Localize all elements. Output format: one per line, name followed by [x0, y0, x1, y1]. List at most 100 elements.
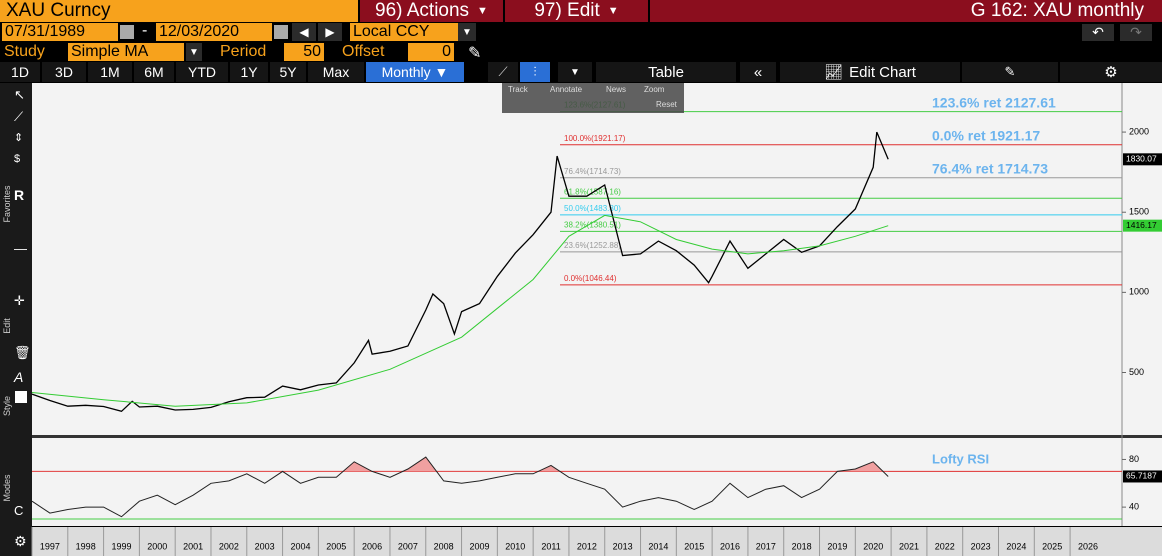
- period-button[interactable]: 1D: [0, 62, 40, 82]
- last-value-label: 1830.07: [1126, 154, 1157, 164]
- y-tick-label: 80: [1129, 454, 1139, 464]
- line-tool[interactable]: ⟋: [14, 109, 24, 124]
- last-value-box: [1123, 470, 1162, 483]
- dollar-tool[interactable]: $: [14, 153, 21, 165]
- bar-style-button[interactable]: ⫶: [520, 62, 550, 82]
- fib-label: 23.6%(1252.88): [564, 241, 621, 250]
- news-button[interactable]: News: [606, 85, 627, 94]
- series-line: [31, 131, 889, 413]
- line-style-button[interactable]: ⟋: [488, 62, 518, 82]
- x-tick-label: 2009: [469, 541, 489, 551]
- x-tick-label: 2003: [255, 541, 275, 551]
- retracement-tool[interactable]: R: [14, 187, 25, 203]
- pen-icon[interactable]: ✎: [468, 45, 482, 62]
- mode-tool[interactable]: C: [14, 503, 24, 518]
- study-select[interactable]: Simple MA: [68, 43, 184, 61]
- y-tick-label: 1500: [1129, 207, 1149, 217]
- trash-tool[interactable]: 🗑︎: [14, 345, 31, 360]
- x-tick-label: 2025: [1042, 541, 1062, 551]
- currency-select[interactable]: Local CCY: [350, 23, 458, 41]
- frequency-select[interactable]: Monthly ▼: [366, 62, 464, 82]
- y-tick-label: 2000: [1129, 126, 1149, 136]
- y-tick-label: 40: [1129, 501, 1139, 511]
- end-date[interactable]: 12/03/2020: [156, 23, 272, 41]
- last-value-box: [1123, 153, 1162, 166]
- text-tool[interactable]: A: [14, 369, 24, 385]
- period-button[interactable]: 6M: [134, 62, 174, 82]
- next-button[interactable]: ▶: [318, 23, 342, 41]
- offset-input[interactable]: 0: [408, 43, 454, 61]
- x-tick-label: 2015: [684, 541, 704, 551]
- draw-button[interactable]: ✎: [962, 62, 1058, 82]
- style-dropdown[interactable]: ▼: [558, 62, 592, 82]
- graph-title: G 162: XAU monthly: [650, 0, 1162, 22]
- annotation: 76.4% ret 1714.73: [932, 161, 1048, 177]
- x-tick-label: 2019: [827, 541, 847, 551]
- x-tick-label: 2002: [219, 541, 239, 551]
- edit-chart-button[interactable]: 📈︎ Edit Chart: [780, 62, 960, 82]
- settings-tool[interactable]: ⚙: [14, 533, 27, 549]
- x-tick-label: 2023: [971, 541, 991, 551]
- x-tick-label: 2001: [183, 541, 203, 551]
- last-value-label: 1416.17: [1126, 220, 1157, 230]
- period-button[interactable]: 1Y: [230, 62, 268, 82]
- period-button[interactable]: 3D: [42, 62, 86, 82]
- annotation: 0.0% ret 1921.17: [932, 127, 1040, 143]
- annotation: 123.6% ret 2127.61: [932, 94, 1056, 110]
- color-tool[interactable]: [15, 391, 27, 403]
- edit-menu[interactable]: 97) Edit ▼: [505, 0, 648, 22]
- y-tick-label: 500: [1129, 367, 1144, 377]
- edit-chart-label: Edit Chart: [849, 63, 916, 81]
- x-tick-label: 2006: [362, 541, 382, 551]
- prev-button[interactable]: ◀: [292, 23, 316, 41]
- horizontal-line-tool[interactable]: —: [14, 241, 27, 256]
- pointer-tool[interactable]: ↖: [14, 87, 25, 102]
- x-tick-label: 2013: [613, 541, 633, 551]
- redo-button[interactable]: ↷: [1120, 24, 1152, 41]
- settings-button[interactable]: ⚙: [1060, 62, 1162, 82]
- period-button[interactable]: YTD: [176, 62, 228, 82]
- period-input[interactable]: 50: [284, 43, 324, 61]
- dropdown-arrow[interactable]: ▼: [458, 23, 476, 41]
- period-button[interactable]: Max: [308, 62, 364, 82]
- x-tick-label: 2026: [1078, 541, 1098, 551]
- edit-label: 97) Edit: [534, 0, 600, 21]
- table-button[interactable]: Table: [596, 62, 736, 82]
- x-tick-label: 2017: [756, 541, 776, 551]
- price-panel: [32, 83, 1122, 436]
- series-line: [31, 214, 889, 407]
- period-label: Period: [220, 43, 267, 60]
- crosshair-tool[interactable]: ✛: [14, 293, 25, 308]
- x-tick-label: 2010: [505, 541, 525, 551]
- dropdown-arrow[interactable]: ▼: [186, 43, 202, 61]
- annotate-button[interactable]: Annotate: [550, 85, 583, 94]
- x-tick-label: 2004: [290, 541, 310, 551]
- calendar-icon[interactable]: [120, 25, 134, 39]
- collapse-button[interactable]: «: [740, 62, 776, 82]
- study-label: Study: [4, 43, 45, 60]
- zoom-button[interactable]: Zoom: [644, 85, 665, 94]
- percent-tool[interactable]: ⇕: [14, 132, 24, 144]
- x-tick-label: 2020: [863, 541, 883, 551]
- start-date[interactable]: 07/31/1989: [2, 23, 118, 41]
- x-tick-label: 2018: [792, 541, 812, 551]
- x-tick-label: 2008: [434, 541, 454, 551]
- security-title[interactable]: XAU Curncy: [0, 0, 358, 22]
- track-button[interactable]: Track: [508, 85, 528, 94]
- actions-menu[interactable]: 96) Actions ▼: [360, 0, 503, 22]
- fib-label: 100.0%(1921.17): [564, 134, 626, 143]
- calendar-icon[interactable]: [274, 25, 288, 39]
- reset-button[interactable]: Reset: [656, 100, 677, 109]
- actions-label: 96) Actions: [375, 0, 470, 21]
- period-button[interactable]: 5Y: [270, 62, 306, 82]
- x-tick-label: 2024: [1006, 541, 1026, 551]
- x-tick-label: 2007: [398, 541, 418, 551]
- x-tick-label: 2014: [648, 541, 668, 551]
- fib-label: 0.0%(1046.44): [564, 274, 617, 283]
- y-tick-label: 1000: [1129, 287, 1149, 297]
- last-value-box: [1123, 219, 1162, 232]
- period-button[interactable]: 1M: [88, 62, 132, 82]
- undo-button[interactable]: ↶: [1082, 24, 1114, 41]
